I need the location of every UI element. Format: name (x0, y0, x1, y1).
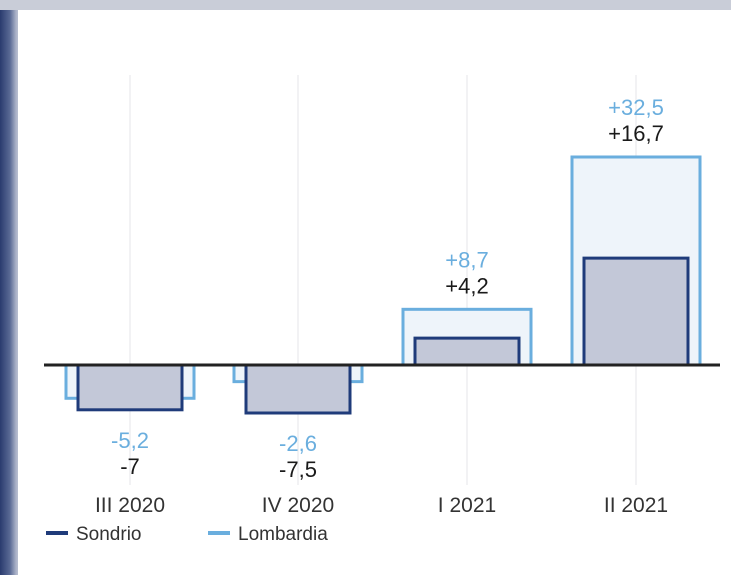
category-label-3: I 2021 (438, 494, 496, 517)
category-label-1: III 2020 (95, 494, 165, 517)
bar-sondrio-2 (244, 363, 352, 415)
legend-lombardia-label: Lombardia (238, 524, 328, 545)
value-label-lombardia-2: -2,6 (279, 431, 317, 456)
category-labels: III 2020 IV 2020 I 2021 II 2021 (95, 494, 668, 517)
value-label-sondrio-1: -7 (120, 454, 140, 479)
grid-lines (129, 75, 637, 485)
value-label-lombardia-4: +32,5 (608, 95, 664, 120)
data-labels: -5,2-7 -2,6-7,5 +8,7+4,2 +32,5+16,7 (111, 95, 664, 482)
value-label-sondrio-4: +16,7 (608, 121, 664, 146)
value-label-sondrio-2: -7,5 (279, 457, 317, 482)
bar-sondrio-4 (582, 256, 690, 367)
top-border (0, 0, 731, 10)
value-label-sondrio-3: +4,2 (445, 273, 488, 298)
value-label-lombardia-1: -5,2 (111, 428, 149, 453)
sondrio-bars (76, 256, 690, 415)
legend-sondrio-label: Sondrio (76, 524, 142, 545)
category-label-4: II 2021 (604, 494, 668, 517)
value-label-lombardia-3: +8,7 (445, 247, 488, 272)
category-label-2: IV 2020 (262, 494, 334, 517)
bar-sondrio-3 (413, 336, 521, 367)
bar-sondrio-1 (76, 363, 184, 412)
legend: Sondrio Lombardia (46, 524, 328, 545)
